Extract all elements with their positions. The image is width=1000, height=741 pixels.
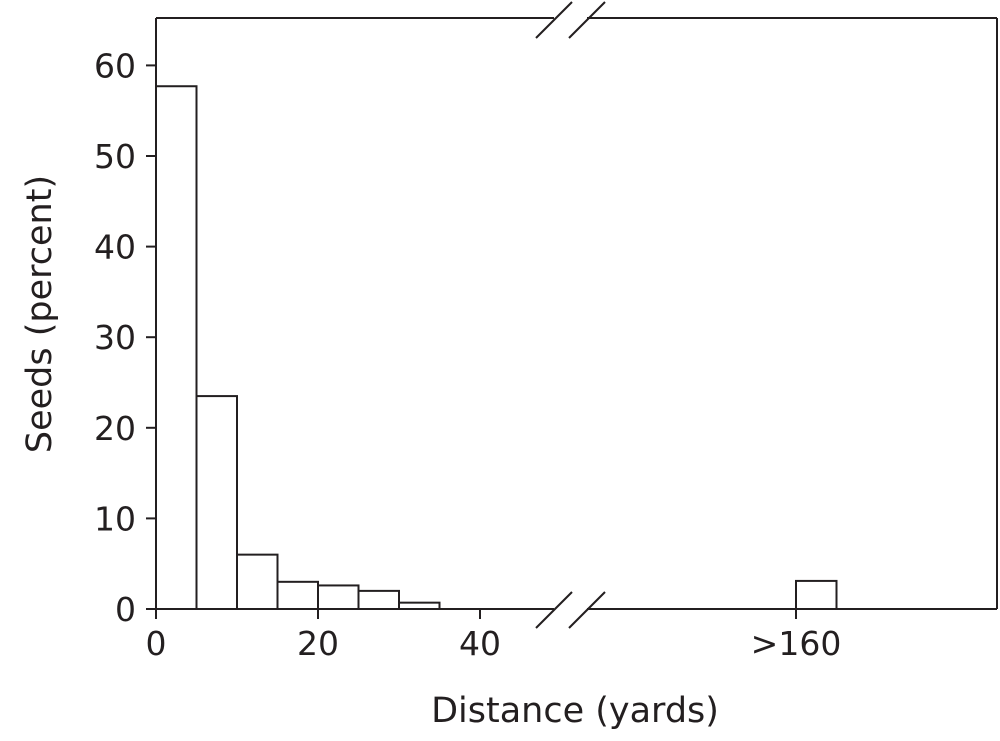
y-tick-label: 50 <box>94 137 136 176</box>
bottom-break-mark-right <box>568 591 606 629</box>
bar-5 <box>357 589 400 611</box>
plot-frame <box>155 17 998 610</box>
y-tick-label: 60 <box>94 46 136 85</box>
bar-2 <box>236 553 279 611</box>
x-tick-label: 40 <box>459 624 501 663</box>
x-tick-label: 20 <box>297 624 339 663</box>
y-axis-title: Seeds (percent) <box>20 175 60 453</box>
axis-breaks <box>535 1 606 629</box>
bar-0 <box>155 85 198 611</box>
x-tick-label: >160 <box>751 624 842 663</box>
y-axis-ticks: 0 10 20 30 40 50 60 <box>94 46 156 629</box>
x-axis-ticks: 0 20 40 >160 <box>146 609 842 663</box>
bars <box>155 85 838 611</box>
bottom-break-mark-left <box>535 591 573 629</box>
bar-6 <box>398 601 441 611</box>
bar-7 <box>795 579 838 611</box>
y-tick-label: 30 <box>94 318 136 357</box>
x-tick-label: 0 <box>146 624 167 663</box>
bar-3 <box>276 580 319 611</box>
y-tick-label: 0 <box>115 590 136 629</box>
y-tick-label: 40 <box>94 228 136 267</box>
top-break-mark-left <box>535 1 573 39</box>
y-tick-label: 10 <box>94 499 136 538</box>
bar-4 <box>317 584 360 610</box>
y-tick-label: 20 <box>94 409 136 448</box>
x-axis-title: Distance (yards) <box>431 691 719 731</box>
top-break-mark-right <box>568 1 606 39</box>
bar-1 <box>195 395 238 610</box>
